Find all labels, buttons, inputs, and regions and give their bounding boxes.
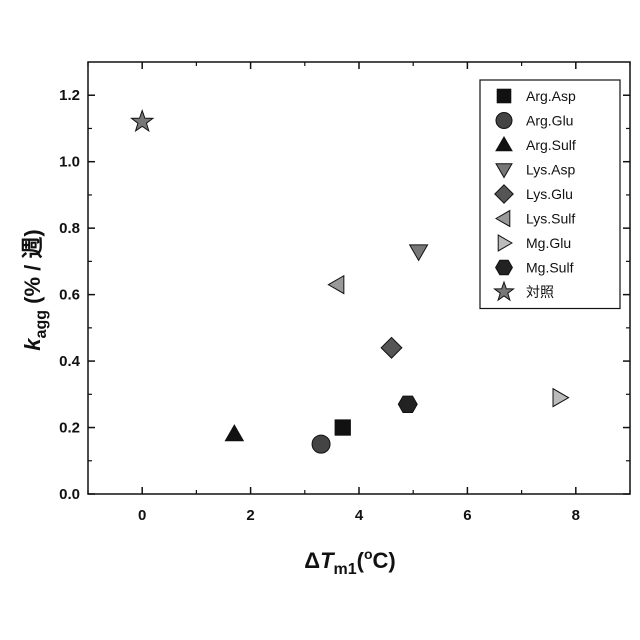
legend-marker [497,89,511,103]
data-point [312,435,330,453]
data-point [328,276,344,294]
data-point [335,420,350,435]
y-axis-title-unit: (% / 週) [20,229,45,310]
y-axis-title-sub: agg [33,310,50,338]
data-point [398,396,417,412]
x-tick-label: 6 [463,507,471,524]
data-point [225,425,243,441]
legend-label: Mg.Glu [526,235,571,251]
x-axis-title-unit-rest: C) [373,548,396,573]
legend-label: Arg.Glu [526,113,573,129]
data-point [553,389,569,407]
legend-label: Arg.Sulf [526,137,576,153]
legend-marker [496,260,513,275]
y-tick-label: 0.4 [59,353,81,370]
x-axis-title-delta: Δ [304,548,320,573]
y-tick-label: 0.8 [59,220,80,237]
x-tick-label: 2 [246,507,254,524]
x-tick-label: 0 [138,507,146,524]
legend-label: Mg.Sulf [526,260,574,276]
legend-label: 対照 [526,284,554,300]
x-axis-title: ΔTm1(oC) [304,546,396,578]
legend-marker [496,113,512,129]
data-point [381,337,402,358]
x-axis-title-unit-sup: o [364,546,373,562]
legend-label: Lys.Sulf [526,211,575,227]
x-tick-label: 4 [355,507,364,524]
x-axis-title-sub: m1 [334,561,357,578]
y-axis-title: kagg (% / 週) [20,229,50,350]
y-tick-label: 1.0 [59,154,80,171]
legend: Arg.Asp Arg.Glu Arg.Sulf Lys.Asp Lys.Glu Lys.… [480,80,620,309]
data-point [132,111,153,131]
y-tick-label: 0.0 [59,486,80,503]
y-axis-title-group: kagg (% / 週) [20,229,50,350]
y-tick-label: 1.2 [59,87,80,104]
legend-label: Lys.Glu [526,186,573,202]
x-tick-label: 8 [572,507,580,524]
legend-label: Arg.Asp [526,88,576,104]
y-tick-label: 0.6 [59,287,80,304]
legend-label: Lys.Asp [526,162,575,178]
y-tick-label: 0.2 [59,420,80,437]
data-point [410,245,428,261]
